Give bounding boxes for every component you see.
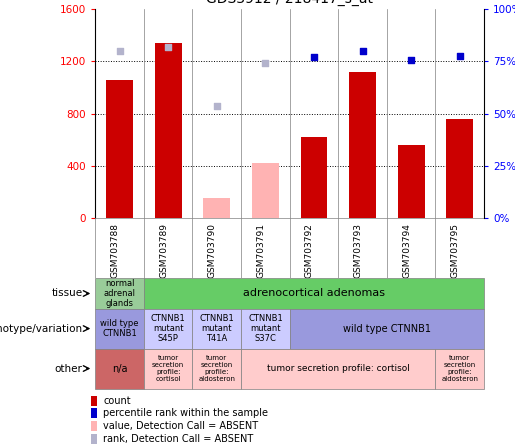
- Text: tumor
secretion
profile:
cortisol: tumor secretion profile: cortisol: [152, 355, 184, 382]
- Text: percentile rank within the sample: percentile rank within the sample: [103, 408, 268, 419]
- Bar: [91, 434, 97, 444]
- Text: value, Detection Call = ABSENT: value, Detection Call = ABSENT: [103, 421, 258, 431]
- Bar: [91, 408, 97, 418]
- Bar: [252, 163, 279, 218]
- Text: other: other: [55, 364, 82, 373]
- Bar: [241, 309, 289, 349]
- Text: adrenocortical adenomas: adrenocortical adenomas: [243, 289, 385, 298]
- Bar: [155, 43, 182, 218]
- Point: [164, 44, 173, 51]
- Text: n/a: n/a: [112, 364, 127, 373]
- Bar: [349, 72, 376, 218]
- Bar: [144, 309, 193, 349]
- Point: [310, 54, 318, 61]
- Text: GSM703789: GSM703789: [159, 223, 168, 278]
- Bar: [95, 349, 144, 388]
- Bar: [436, 349, 484, 388]
- Bar: [241, 349, 436, 388]
- Text: GSM703788: GSM703788: [111, 223, 119, 278]
- Text: normal
adrenal
glands: normal adrenal glands: [104, 278, 135, 309]
- Bar: [91, 396, 97, 406]
- Text: tumor
secretion
profile:
aldosteron: tumor secretion profile: aldosteron: [198, 355, 235, 382]
- Text: genotype/variation: genotype/variation: [0, 324, 82, 333]
- Text: GSM703790: GSM703790: [208, 223, 217, 278]
- Bar: [301, 137, 328, 218]
- Bar: [203, 198, 230, 218]
- Text: wild type
CTNNB1: wild type CTNNB1: [100, 319, 139, 338]
- Bar: [447, 119, 473, 218]
- Point: [115, 47, 124, 54]
- Text: GSM703792: GSM703792: [305, 223, 314, 278]
- Bar: [144, 349, 193, 388]
- Bar: [95, 278, 144, 309]
- Text: GSM703795: GSM703795: [451, 223, 460, 278]
- Text: CTNNB1
mutant
S37C: CTNNB1 mutant S37C: [248, 313, 283, 344]
- Text: wild type CTNNB1: wild type CTNNB1: [343, 324, 431, 333]
- Text: rank, Detection Call = ABSENT: rank, Detection Call = ABSENT: [103, 434, 253, 444]
- Text: CTNNB1
mutant
T41A: CTNNB1 mutant T41A: [199, 313, 234, 344]
- Point: [213, 102, 221, 109]
- Text: tissue: tissue: [52, 289, 82, 298]
- Text: tumor
secretion
profile:
aldosteron: tumor secretion profile: aldosteron: [441, 355, 478, 382]
- Bar: [91, 421, 97, 431]
- Bar: [144, 278, 484, 309]
- Point: [358, 47, 367, 54]
- Text: tumor secretion profile: cortisol: tumor secretion profile: cortisol: [267, 364, 410, 373]
- Bar: [289, 309, 484, 349]
- Text: count: count: [103, 396, 131, 406]
- Point: [261, 59, 269, 66]
- Text: CTNNB1
mutant
S45P: CTNNB1 mutant S45P: [151, 313, 185, 344]
- Point: [456, 52, 464, 59]
- Text: GSM703794: GSM703794: [402, 223, 411, 278]
- Bar: [106, 79, 133, 218]
- Text: GSM703791: GSM703791: [256, 223, 265, 278]
- Bar: [95, 309, 144, 349]
- Bar: [193, 309, 241, 349]
- Bar: [398, 145, 424, 218]
- Title: GDS3912 / 218417_s_at: GDS3912 / 218417_s_at: [206, 0, 373, 7]
- Text: GSM703793: GSM703793: [354, 223, 363, 278]
- Bar: [193, 349, 241, 388]
- Point: [407, 56, 415, 63]
